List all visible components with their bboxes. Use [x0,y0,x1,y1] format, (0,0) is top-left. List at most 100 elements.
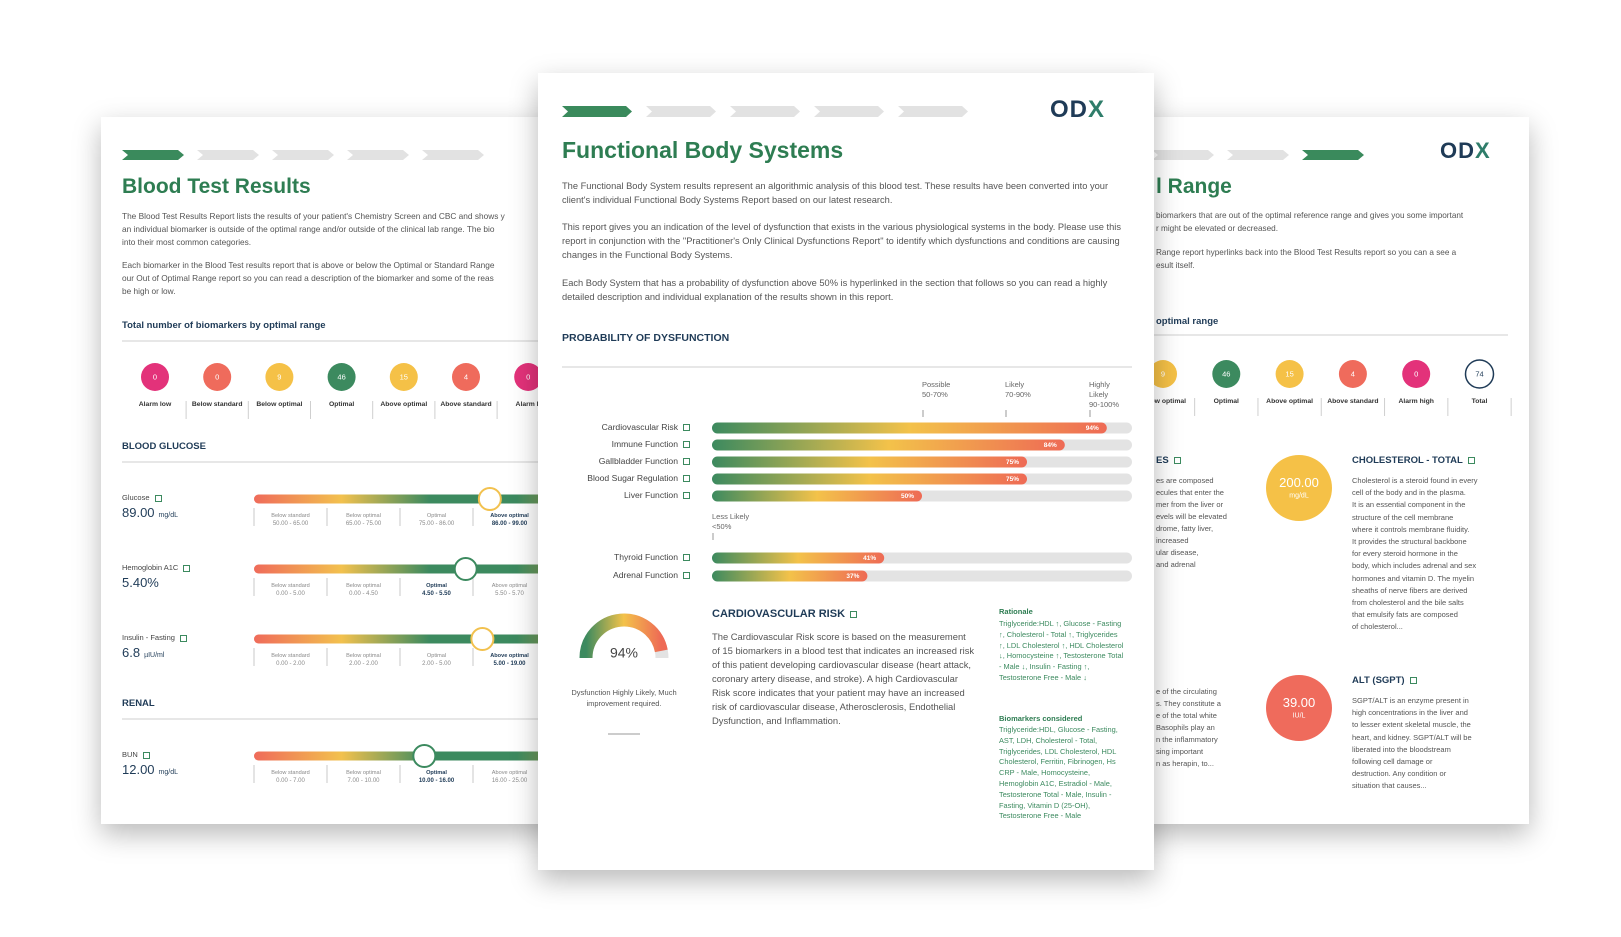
card-line: e of the total white [1156,711,1217,720]
link-icon [683,424,690,432]
scale-label: Likely [1005,380,1025,389]
range-count: 0 [1414,369,1419,379]
card-line: to lesser extent skeletal muscle, the [1352,720,1471,730]
range-name: Below optimal [346,583,381,589]
value-marker [477,487,502,511]
range-label: Below optimal [256,401,303,408]
link-icon [1409,676,1417,684]
intro-line: an individual biomarker is outside of th… [122,224,495,234]
card-line: cell of the body and in the plasma. [1352,488,1466,498]
range-label: Alarm low [138,401,172,408]
logo-text: X [1475,138,1491,163]
bar [712,456,1027,468]
section-title: optimal range [1156,316,1219,327]
link-icon [683,475,690,483]
scale-label: Less Likely [712,512,750,521]
range-value: 0.00 - 5.00 [276,591,305,597]
range-count-circle [141,363,169,391]
range-count: 15 [399,372,408,382]
link-icon [683,441,690,449]
range-value: 0.00 - 7.00 [276,778,305,784]
scale-label: Likely [1089,390,1109,399]
card-line: increased [1156,536,1189,545]
card-unit: mg/dL [1289,492,1309,500]
range-count: 46 [1222,369,1231,379]
range-label: Optimal [328,401,355,408]
page-graphics: 94% 84% 75% 75% 50% 41% 37% [562,106,1132,735]
range-count: 4 [1350,369,1355,379]
card-line: n the inflammatory [1156,735,1218,744]
bar [712,570,868,582]
group-title: RENAL [122,698,155,709]
range-count: 9 [1160,369,1166,379]
card-line: heart, and kidney. SGPT/ALT will be [1352,732,1472,742]
progress-step [1302,150,1364,160]
card-line: high concentrations in the liver and [1352,708,1468,718]
progress-step [347,150,409,160]
link-icon [850,610,858,618]
link-icon [1467,456,1475,464]
card-line: sheaths of nerve fibers are derived [1352,585,1468,595]
bar [712,490,922,502]
intro-line: Range report hyperlinks back into the Bl… [1156,248,1457,257]
progress-step [814,106,884,117]
card-line: Cholesterol is a steroid found in every [1352,476,1478,485]
card-line: n as herapin, to... [1156,759,1214,768]
card-title: ES [1156,455,1181,467]
card-value: 200.00 [1279,474,1319,490]
link-icon [1173,456,1181,464]
card-line: for every steroid hormone in the [1352,549,1458,559]
card-line: destruction. Any condition or [1352,769,1447,779]
range-count-circle [1464,359,1495,389]
range-count-circle [203,363,232,391]
card-line: e of the circulating [1156,687,1217,696]
card-line: of cholesterol... [1352,622,1403,632]
rationale-text: Triglyceride:HDL ↑, Glucose - Fasting ↑,… [999,619,1124,682]
range-name: Optimal [426,653,447,659]
card-line: body, which includes adrenal and sex [1352,561,1477,571]
biomarkers-text: Triglyceride:HDL, Glucose - Fasting, AST… [999,725,1118,821]
range-count-circle [265,363,294,391]
card-line: sing important [1156,747,1204,756]
range-value: 5.50 - 5.70 [495,591,524,597]
logo: ODX [1050,95,1105,125]
category-label: Liver Function [538,490,690,501]
link-icon [142,751,150,759]
card-title: CHOLESTEROL - TOTAL [1352,455,1475,467]
value-marker [470,627,495,651]
intro-line: The Blood Test Results Report lists the … [122,211,505,221]
value: 5.40% [122,575,159,590]
intro-line: Each biomarker in the Blood Test results… [122,260,495,270]
progress-step [898,106,968,117]
range-count-circle [327,363,356,391]
range-value: 16.00 - 25.00 [491,778,528,784]
range-value: 5.00 - 19.00 [493,661,526,667]
scale-label: <50% [712,522,732,531]
page-title: l Range [1156,175,1232,198]
bar-value-label: 84% [1044,442,1057,449]
bar-value-label: 75% [1006,459,1019,466]
card-line: where it controls membrane fluidity. [1352,524,1470,534]
value: 89.00 [122,505,155,520]
logo-text: OD [1440,138,1475,163]
range-count: 15 [1285,369,1294,379]
range-value: 0.00 - 2.00 [276,661,305,667]
range-value: 2.00 - 2.00 [349,661,378,667]
bar-value-label: 41% [863,555,876,562]
group-title: BLOOD GLUCOSE [122,441,206,452]
range-name: Below standard [271,653,310,659]
link-icon [154,494,162,502]
page-title: Blood Test Results [122,175,311,198]
range-label: Above optimal [1266,398,1314,405]
card-line: It provides the structural backbone [1352,537,1467,546]
range-label: Above standard [440,401,492,408]
category-label: Blood Sugar Regulation [538,473,690,484]
progress-step [562,106,632,117]
card-value: 39.00 [1282,694,1316,710]
range-label: Above optimal [380,401,428,408]
scale-label: 70-90% [1005,390,1031,399]
range-value: 4.50 - 5.50 [422,591,451,597]
unit: µIU/ml [144,652,165,659]
card-line: following cell damage or [1352,757,1433,766]
progress-step [422,150,484,160]
